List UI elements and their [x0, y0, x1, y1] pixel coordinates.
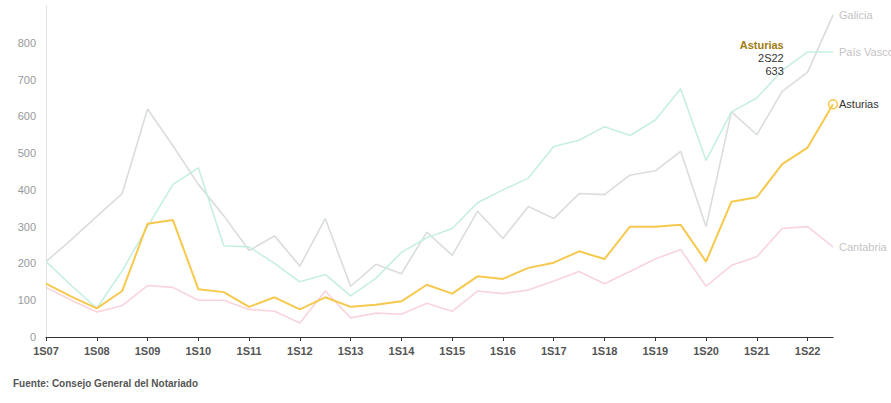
svg-text:1S09: 1S09: [135, 345, 161, 357]
svg-text:País Vasco: País Vasco: [839, 46, 891, 58]
svg-text:600: 600: [18, 110, 36, 122]
svg-text:Cantabria: Cantabria: [839, 241, 888, 253]
svg-text:1S22: 1S22: [795, 345, 821, 357]
svg-text:Galicia: Galicia: [839, 9, 874, 21]
svg-text:1S16: 1S16: [490, 345, 516, 357]
svg-text:1S19: 1S19: [642, 345, 668, 357]
svg-text:1S18: 1S18: [592, 345, 618, 357]
svg-text:0: 0: [30, 331, 36, 343]
svg-text:1S08: 1S08: [84, 345, 110, 357]
svg-text:200: 200: [18, 257, 36, 269]
svg-text:1S20: 1S20: [693, 345, 719, 357]
svg-text:1S07: 1S07: [33, 345, 59, 357]
svg-text:2S22: 2S22: [758, 52, 784, 64]
svg-text:633: 633: [765, 65, 783, 77]
svg-text:400: 400: [18, 184, 36, 196]
svg-text:1S21: 1S21: [744, 345, 770, 357]
svg-text:500: 500: [18, 147, 36, 159]
svg-text:1S15: 1S15: [439, 345, 465, 357]
svg-text:100: 100: [18, 294, 36, 306]
svg-text:1S14: 1S14: [389, 345, 416, 357]
svg-text:700: 700: [18, 74, 36, 86]
svg-text:300: 300: [18, 221, 36, 233]
svg-text:1S11: 1S11: [237, 345, 262, 357]
svg-text:Fuente: Consejo General del No: Fuente: Consejo General del Notariado: [13, 378, 198, 389]
svg-text:1S12: 1S12: [287, 345, 313, 357]
svg-text:800: 800: [18, 37, 36, 49]
svg-text:1S13: 1S13: [338, 345, 364, 357]
svg-text:Asturias: Asturias: [740, 39, 784, 51]
svg-text:1S17: 1S17: [541, 345, 567, 357]
svg-text:Asturias: Asturias: [839, 98, 879, 110]
svg-text:1S10: 1S10: [185, 345, 211, 357]
